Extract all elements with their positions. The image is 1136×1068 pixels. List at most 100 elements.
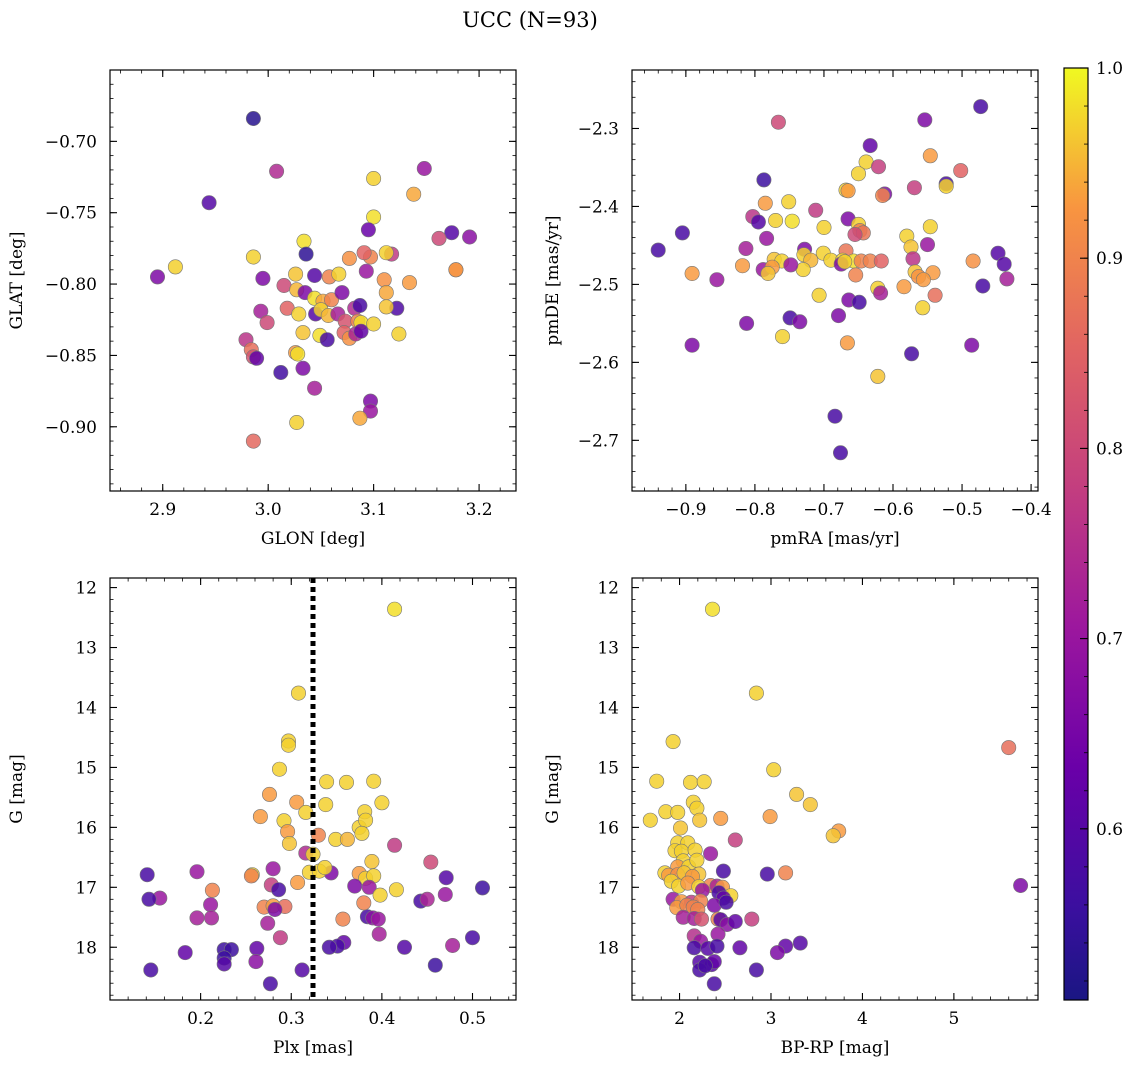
data-point [462,229,478,245]
data-point [748,962,764,978]
panel-2-points [650,99,1015,461]
data-point [696,774,712,790]
y-tick-label: 15 [597,758,619,778]
data-point [642,812,658,828]
data-point [245,249,261,265]
data-point [203,897,219,913]
data-point [847,227,863,243]
data-point [781,194,797,210]
data-point [756,172,772,188]
x-tick-label: −0.5 [941,500,982,520]
data-point [727,832,743,848]
data-point [905,251,921,267]
data-point [792,935,808,951]
data-point [416,161,432,177]
data-point [364,853,380,869]
data-point [423,854,439,870]
x-tick-label: −0.9 [665,500,706,520]
y-tick-label: 13 [597,639,619,659]
data-point [427,957,443,973]
data-point [873,285,889,301]
data-point [378,299,394,315]
data-point [331,266,347,282]
data-point [189,864,205,880]
data-point [850,166,866,182]
data-point [774,329,790,345]
data-point [298,246,314,262]
y-tick-label: −2.6 [578,353,619,373]
data-point [973,99,989,115]
y-tick-label: −0.90 [45,418,97,438]
data-point [334,285,350,301]
colorbar-gradient [1063,67,1089,1001]
data-point [360,222,376,238]
data-point [802,797,818,813]
x-tick-label: −0.4 [1010,500,1051,520]
data-point [953,163,969,179]
x-tick-label: 3 [766,1009,777,1029]
data-point [177,945,193,961]
data-point [684,337,700,353]
data-point [713,810,729,826]
data-point [291,306,307,322]
x-tick-label: 3.1 [360,500,387,520]
data-point [703,846,719,862]
data-point [665,734,681,750]
y-tick-label: −0.85 [45,346,97,366]
data-point [768,213,784,229]
data-point [827,408,843,424]
data-point [682,774,698,790]
y-tick-label: 16 [597,818,619,838]
data-point [445,937,461,953]
data-point [338,774,354,790]
data-point [650,242,666,258]
data-point [689,852,705,868]
y-tick-label: 17 [597,878,619,898]
data-point [295,325,311,341]
data-point [167,259,183,275]
panel-4: 2 3 4 5 12 13 14 15 16 17 18 BP-RP [mag] G [mag] [543,577,1039,1058]
data-point [915,300,931,316]
data-point [438,870,454,886]
data-point [358,812,374,828]
data-point [808,202,824,218]
data-point [294,962,310,978]
y-tick-label: 13 [75,639,97,659]
data-point [759,230,775,246]
data-point [419,891,435,907]
x-tick-label: 4 [857,1009,868,1029]
data-point [319,332,335,348]
data-point [830,308,846,324]
data-point [366,773,382,789]
x-tick-label: 3.2 [466,500,493,520]
data-point [204,882,220,898]
data-point [873,253,889,269]
axes-frame [631,69,1039,492]
data-point [922,148,938,164]
colorbar-tick-label: 0.9 [1096,249,1123,269]
data-point [727,913,743,929]
data-point [259,315,275,331]
data-point [339,831,355,847]
panel-3-points [139,601,490,992]
y-axis-label: pmDE [mas/yr] [543,215,563,345]
data-point [1013,877,1029,893]
data-point [307,267,323,283]
data-point [269,163,285,179]
data-point [474,880,490,896]
data-point [693,911,709,927]
data-point [323,292,339,308]
figure-title: UCC (N=93) [462,8,598,32]
data-point [840,183,856,199]
data-point [692,812,708,828]
data-point [734,258,750,274]
data-point [401,275,417,291]
data-point [431,230,447,246]
data-point [253,303,269,319]
y-tick-label: 12 [597,579,619,599]
x-tick-label: 2.9 [149,500,176,520]
data-point [273,364,289,380]
data-point [376,272,392,288]
data-point [832,445,848,461]
data-point [770,114,786,130]
